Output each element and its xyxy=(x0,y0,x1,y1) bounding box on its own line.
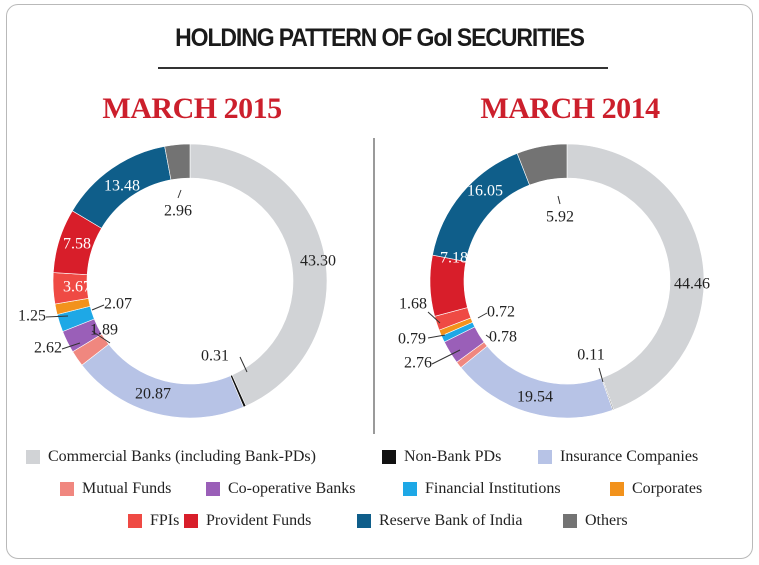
legend-item-others: Others xyxy=(563,512,628,530)
slice-2015-others xyxy=(164,143,191,181)
data-label-2014-co-operative-banks: 2.76 xyxy=(404,355,432,372)
legend-swatch xyxy=(357,514,371,528)
legend-item-reserve-bank: Reserve Bank of India xyxy=(357,512,523,530)
label-leader-line xyxy=(485,334,491,339)
label-leader-line xyxy=(598,367,604,383)
data-label-2015-mutual-funds: 1.89 xyxy=(90,322,118,339)
legend-label: Provident Funds xyxy=(206,512,312,529)
main-title: HOLDING PATTERN OF GoI SECURITIES xyxy=(175,24,585,52)
data-label-2014-financial-institutions: 0.79 xyxy=(398,331,426,348)
slice-2014-commercial-banks xyxy=(566,143,705,411)
legend-swatch xyxy=(206,482,220,496)
legend-swatch xyxy=(128,514,142,528)
legend-row-1: Commercial Banks (including Bank-PDs) No… xyxy=(0,448,759,472)
data-label-2014-provident-funds: 7.18 xyxy=(440,250,468,267)
legend-label: Non-Bank PDs xyxy=(404,448,502,465)
data-label-2014-corporates: 0.72 xyxy=(487,304,515,321)
legend-label: Others xyxy=(585,512,628,529)
legend-swatch xyxy=(403,482,417,496)
label-leader-line xyxy=(427,311,441,324)
chart-title-2015: MARCH 2015 xyxy=(102,92,282,125)
label-leader-line xyxy=(239,356,248,373)
data-label-2014-non-bank-pds: 0.11 xyxy=(577,347,604,364)
chart-divider xyxy=(373,138,375,434)
data-label-2015-corporates: 1.25 xyxy=(18,308,46,325)
chart-title-2014: MARCH 2014 xyxy=(480,92,660,125)
legend-label: Reserve Bank of India xyxy=(379,512,523,529)
label-leader-line xyxy=(431,349,461,365)
legend-item-non-bank-pds: Non-Bank PDs xyxy=(382,448,501,466)
label-leader-line xyxy=(91,304,105,311)
legend-item-fpis: FPIs xyxy=(128,512,179,530)
legend-item-co-operative-banks: Co-operative Banks xyxy=(206,480,356,498)
legend-row-2: Mutual Funds Co-operative Banks Financia… xyxy=(0,480,759,504)
data-label-2015-insurance-companies: 20.87 xyxy=(135,386,171,403)
slice-2015-commercial-banks xyxy=(189,143,328,407)
label-leader-line xyxy=(557,195,561,205)
data-label-2015-reserve-bank: 13.48 xyxy=(104,178,140,195)
legend-label: Mutual Funds xyxy=(82,480,172,497)
legend-item-corporates: Corporates xyxy=(610,480,702,498)
label-leader-line xyxy=(477,312,488,319)
data-label-2015-others: 2.96 xyxy=(164,203,192,220)
legend-label: Corporates xyxy=(632,480,703,497)
data-label-2015-commercial-banks: 43.30 xyxy=(300,253,336,270)
legend-label: Financial Institutions xyxy=(425,480,561,497)
legend-swatch xyxy=(60,482,74,496)
slice-2014-others xyxy=(516,143,568,186)
data-label-2014-commercial-banks: 44.46 xyxy=(674,276,710,293)
label-leader-line xyxy=(427,334,446,339)
label-leader-line xyxy=(91,330,111,344)
legend-swatch xyxy=(382,450,396,464)
slice-2014-reserve-bank xyxy=(432,152,530,262)
data-label-2015-fpis: 3.67 xyxy=(63,279,91,296)
data-label-2015-non-bank-pds: 0.31 xyxy=(201,348,229,365)
label-leader-line xyxy=(45,315,69,318)
legend-row-3: FPIs Provident Funds Reserve Bank of Ind… xyxy=(0,512,759,536)
data-label-2014-others: 5.92 xyxy=(546,209,574,226)
data-label-2015-co-operative-banks: 2.62 xyxy=(34,340,62,357)
title-underline xyxy=(158,67,608,69)
legend-label: Insurance Companies xyxy=(560,448,699,465)
legend-swatch xyxy=(610,482,624,496)
data-label-2014-mutual-funds: 0.78 xyxy=(489,329,517,346)
data-label-2014-fpis: 1.68 xyxy=(399,296,427,313)
data-label-2014-reserve-bank: 16.05 xyxy=(467,183,503,200)
legend-swatch xyxy=(26,450,40,464)
legend-item-insurance-companies: Insurance Companies xyxy=(538,448,698,466)
infographic-frame xyxy=(6,4,753,559)
legend-item-commercial-banks: Commercial Banks (including Bank-PDs) xyxy=(26,448,316,466)
legend-item-financial-institutions: Financial Institutions xyxy=(403,480,561,498)
legend-swatch xyxy=(184,514,198,528)
data-label-2014-insurance-companies: 19.54 xyxy=(517,389,553,406)
data-label-2015-financial-institutions: 2.07 xyxy=(104,296,132,313)
legend-item-provident-funds: Provident Funds xyxy=(184,512,311,530)
legend-swatch xyxy=(563,514,577,528)
label-leader-line xyxy=(177,189,182,199)
legend-label: Commercial Banks (including Bank-PDs) xyxy=(48,448,316,465)
label-leader-line xyxy=(61,342,81,350)
legend-swatch xyxy=(538,450,552,464)
legend-label: FPIs xyxy=(150,512,180,529)
legend-item-mutual-funds: Mutual Funds xyxy=(60,480,171,498)
data-label-2015-provident-funds: 7.58 xyxy=(63,236,91,253)
legend-label: Co-operative Banks xyxy=(228,480,356,497)
